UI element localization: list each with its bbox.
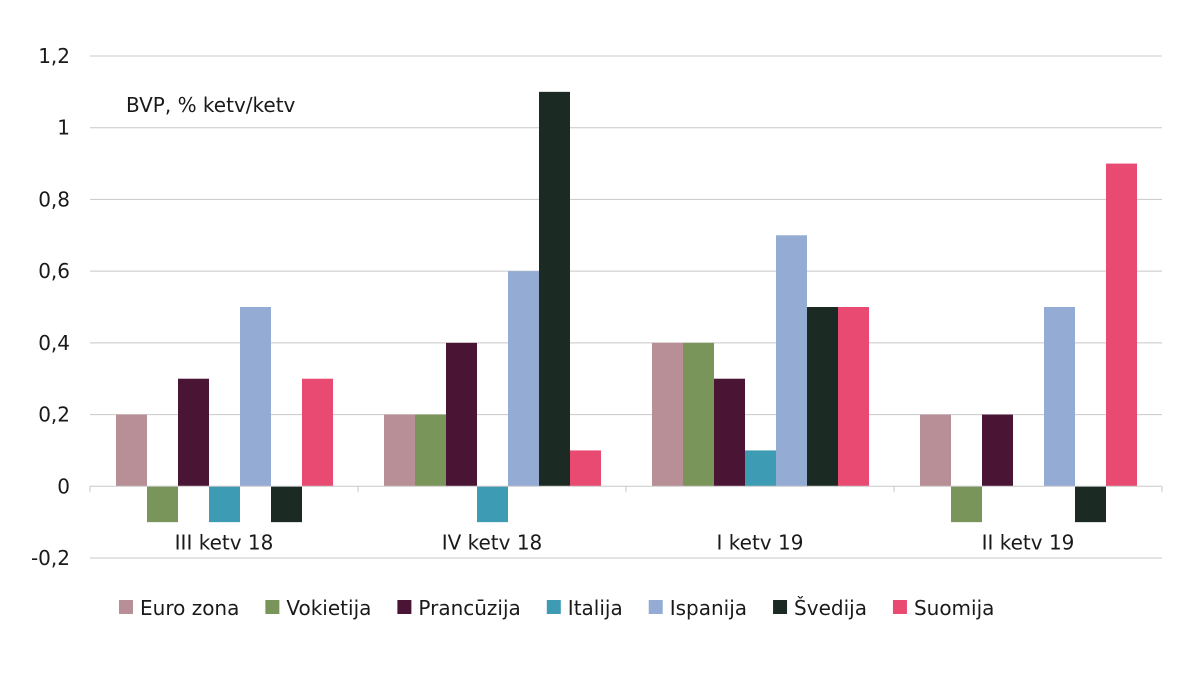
category-label: IV ketv 18 [442,530,543,554]
bar [178,378,209,487]
legend-label: Italija [568,596,623,620]
bar [920,414,951,487]
legend-label: Švedija [794,596,867,620]
y-tick-label: 0,2 [38,403,70,427]
bar [508,271,539,487]
bar [714,378,745,487]
y-tick-label: 1,2 [38,44,70,68]
y-tick-label: 0 [57,474,70,498]
legend: Euro zona Vokietija Prancūzija Italija Ispan… [119,596,994,620]
legend-label: Vokietija [286,596,371,620]
y-tick-label: 0,6 [38,259,70,283]
bar [415,414,446,487]
bar [745,450,776,487]
category-label: II ketv 19 [982,530,1075,554]
bar [1044,307,1075,487]
bar [302,378,333,487]
legend-swatch [648,600,663,614]
bar [776,235,807,487]
y-tick-label: -0,2 [31,546,70,570]
y-tick-label: 1 [57,116,70,140]
bar [652,342,683,487]
bar [209,486,240,523]
bar [683,342,714,487]
bar [951,486,982,523]
bar [1075,486,1106,523]
legend-label: Ispanija [670,596,747,620]
bar [1106,163,1137,487]
bar [240,307,271,487]
legend-label: Prancūzija [418,596,520,620]
bar [539,91,570,487]
legend-swatch [546,600,561,614]
legend-swatch [773,600,788,614]
legend-swatch [397,600,412,614]
y-tick-label: 0,4 [38,331,70,355]
bar [147,486,178,523]
bar [807,307,838,487]
bar [116,414,147,487]
category-label: I ketv 19 [717,530,804,554]
bar [384,414,415,487]
legend-swatch [265,600,280,614]
category-label: III ketv 18 [175,530,274,554]
legend-swatch [892,600,907,614]
bar [982,414,1013,487]
chart-annotation: BVP, % ketv/ketv [126,93,296,117]
bars [116,91,1137,523]
bar [477,486,508,523]
legend-label: Euro zona [140,596,239,620]
bar [271,486,302,523]
category-labels: III ketv 18 IV ketv 18 I ketv 19 II ketv 19 [89,486,1163,554]
bar [570,450,601,487]
bar [446,342,477,487]
y-tick-label: 0,8 [38,187,70,211]
bar [838,307,869,487]
legend-label: Suomija [914,596,994,620]
y-axis-tick-labels: 1,2 1 0,8 0,6 0,4 0,2 0 -0,2 [31,44,70,570]
legend-swatch [119,600,133,614]
